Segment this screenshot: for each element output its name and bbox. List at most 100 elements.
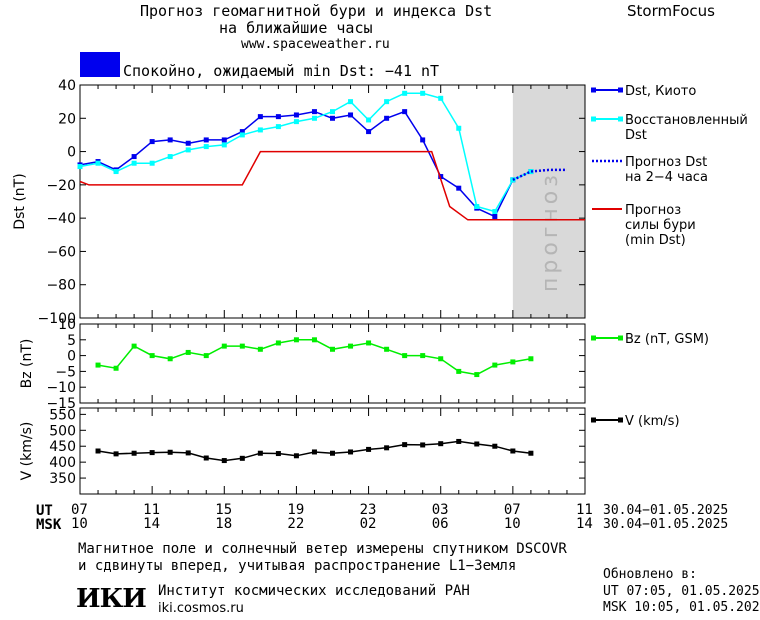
legend-label: Bz (nT, GSM) [625,332,709,347]
legend-label: Прогноз силы бури (min Dst) [625,203,696,248]
v-data-point [257,450,263,456]
dst-data-point [438,95,444,101]
dst-data-point [384,99,390,105]
dst-data-point [456,185,462,191]
dst-data-point [203,144,209,150]
updated-label: Обновлено в: [603,567,697,582]
dst-data-point [348,112,354,118]
legend-marker [591,417,596,423]
v-data-point [384,445,390,451]
legend-marker [591,87,596,93]
dst-data-point [203,137,209,143]
msk-tick-label: 10 [71,516,88,532]
bz-y-tick-label: 5 [67,333,76,349]
bz-data-point [257,346,263,352]
bz-data-point [348,343,354,349]
dst-data-point [167,137,173,143]
bz-data-point [95,362,101,368]
dst-data-point [221,137,227,143]
bz-data-point [456,368,462,374]
dst-data-point [366,129,372,135]
dst-data-point [185,147,191,153]
v-data-point [438,441,444,447]
dst-data-point [239,129,245,135]
bz-data-point [293,337,299,343]
bz-data-point [203,353,209,359]
bz-data-point [113,365,119,371]
dst-data-point [474,203,480,209]
dst-y-tick-label: 0 [67,145,76,161]
dst-data-point [492,213,498,219]
legend-label: Прогноз Dst на 2−4 часа [625,155,708,185]
ut-tick-label: 15 [215,502,233,518]
dst-y-tick-label: −40 [46,211,76,227]
bz-data-point [330,346,335,352]
v-data-point [131,450,137,456]
v-data-point [348,449,354,455]
dst-y-tick-label: 20 [58,111,76,127]
dst-series-line [79,110,532,218]
date-range-ut: 30.04−01.05.2025 [603,503,729,518]
v-y-axis-title: V (km/s) [19,422,35,481]
dst-data-point [293,119,299,125]
legend-marker [591,335,596,341]
msk-tick-label: 18 [215,516,233,532]
ut-tick-label: 11 [576,502,593,518]
legend-marker [618,417,623,423]
bz-data-point [402,353,408,359]
v-data-point [330,450,335,456]
v-data-point [510,448,516,454]
dst-y-tick-label: −60 [46,244,76,260]
institute-url[interactable]: iki.cosmos.ru [158,601,244,616]
bz-y-tick-label: −10 [46,380,76,396]
dst-data-point [420,137,426,143]
dst-data-point [113,169,119,175]
bz-data-point [131,343,137,349]
ut-tick-label: 11 [143,502,160,518]
dst-y-tick-label: −100 [38,311,76,327]
bz-data-point [420,353,426,359]
brand-name: StormFocus [627,2,715,20]
dst-data-point [528,169,534,175]
v-data-point [95,448,101,454]
page-subtitle: на ближайшие часы [219,19,373,37]
ut-tick-label: 19 [287,502,305,518]
legend-label: Восстановленный Dst [625,113,748,143]
bz-data-point [492,362,498,368]
v-data-point [275,451,281,457]
dst-data-point [330,115,335,121]
legend: Dst, Киото Восстановленный Dst Прогноз Dst н… [591,84,748,429]
status-text: Спокойно, ожидаемый min Dst: −41 nT [123,62,440,80]
ut-tick-label: 07 [503,502,521,518]
footer-note-1: Магнитное поле и солнечный ветер измерен… [78,541,567,557]
v-data-point [311,449,317,455]
v-data-point [293,453,299,459]
bz-data-point [366,340,372,346]
institute-name: Институт космических исследований РАН [158,583,470,599]
dst-data-point [402,109,408,115]
dst-data-point [257,127,263,133]
dst-data-point [311,115,317,121]
dst-data-point [149,160,155,166]
bz-y-tick-label: −15 [46,396,76,412]
dst-data-point [311,109,317,115]
dst-data-point [384,115,390,121]
bz-series-line [97,339,532,376]
forecast-zone-label: прогноз [538,171,563,292]
iki-logo[interactable]: ИКИ [76,584,147,614]
dst-data-point [167,154,173,160]
v-data-point [528,450,534,456]
dst-data-point [257,114,263,120]
msk-tick-label: 14 [576,516,593,532]
msk-label: MSK [36,517,62,533]
dst-data-point [131,160,137,166]
v-data-point [185,450,191,456]
bz-data-point [185,349,191,355]
v-data-point [492,443,498,449]
date-range-msk: 30.04−01.05.2025 [603,517,729,532]
dst-y-tick-label: 40 [58,78,76,94]
v-data-point [113,451,119,457]
page-title: Прогноз геомагнитной бури и индекса Dst [140,2,493,20]
dst-data-point [293,112,299,118]
site-url[interactable]: www.spaceweather.ru [241,37,390,52]
